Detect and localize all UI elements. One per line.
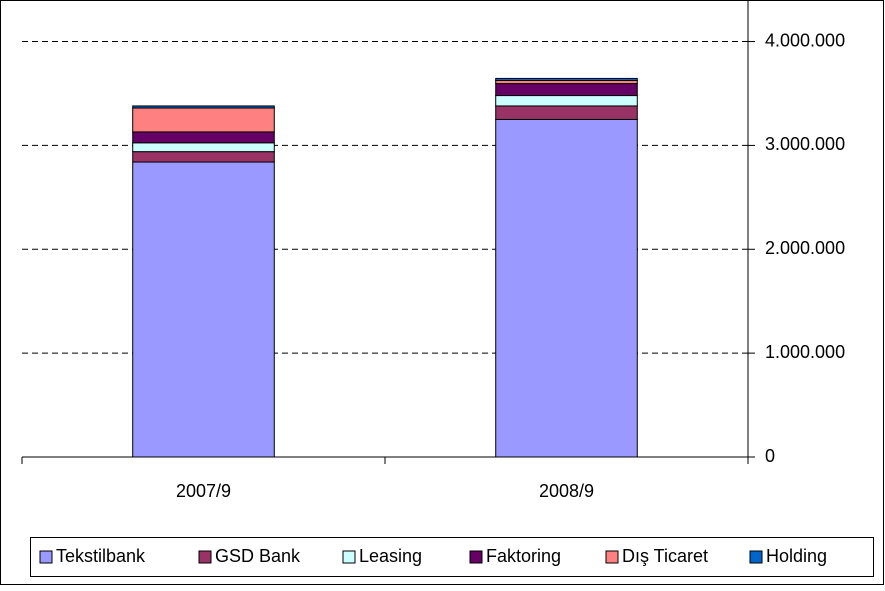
bar-segment <box>495 118 638 458</box>
y-tick-label: 1.000.000 <box>765 342 845 362</box>
legend-box <box>30 537 874 577</box>
x-tick-label: 2008/9 <box>539 481 594 501</box>
legend-swatch <box>749 550 763 564</box>
x-tick-label: 2007/9 <box>176 481 231 501</box>
bar-segment <box>132 151 275 163</box>
legend-label: Leasing <box>359 546 422 566</box>
legend-label: GSD Bank <box>215 546 301 566</box>
legend-swatch <box>605 550 619 564</box>
y-tick-label: 0 <box>765 446 775 466</box>
bar-segment <box>132 107 275 133</box>
bar-segment <box>132 105 275 109</box>
legend-label: Holding <box>766 546 827 566</box>
bar-segment <box>132 161 275 458</box>
legend-swatch <box>198 550 212 564</box>
legend-label: Tekstilbank <box>56 546 146 566</box>
bar-segment <box>495 95 638 107</box>
legend-swatch <box>39 550 53 564</box>
bar-segment <box>495 83 638 97</box>
y-tick-label: 4.000.000 <box>765 30 845 50</box>
y-tick-label: 3.000.000 <box>765 134 845 154</box>
bar-segment <box>132 142 275 153</box>
legend-label: Dış Ticaret <box>622 546 708 566</box>
bar-segment <box>495 77 638 81</box>
bar-segment <box>132 131 275 144</box>
bar-segment <box>495 105 638 120</box>
y-tick-label: 2.000.000 <box>765 238 845 258</box>
legend-label: Faktoring <box>486 546 561 566</box>
legend-swatch <box>469 550 483 564</box>
legend-swatch <box>342 550 356 564</box>
